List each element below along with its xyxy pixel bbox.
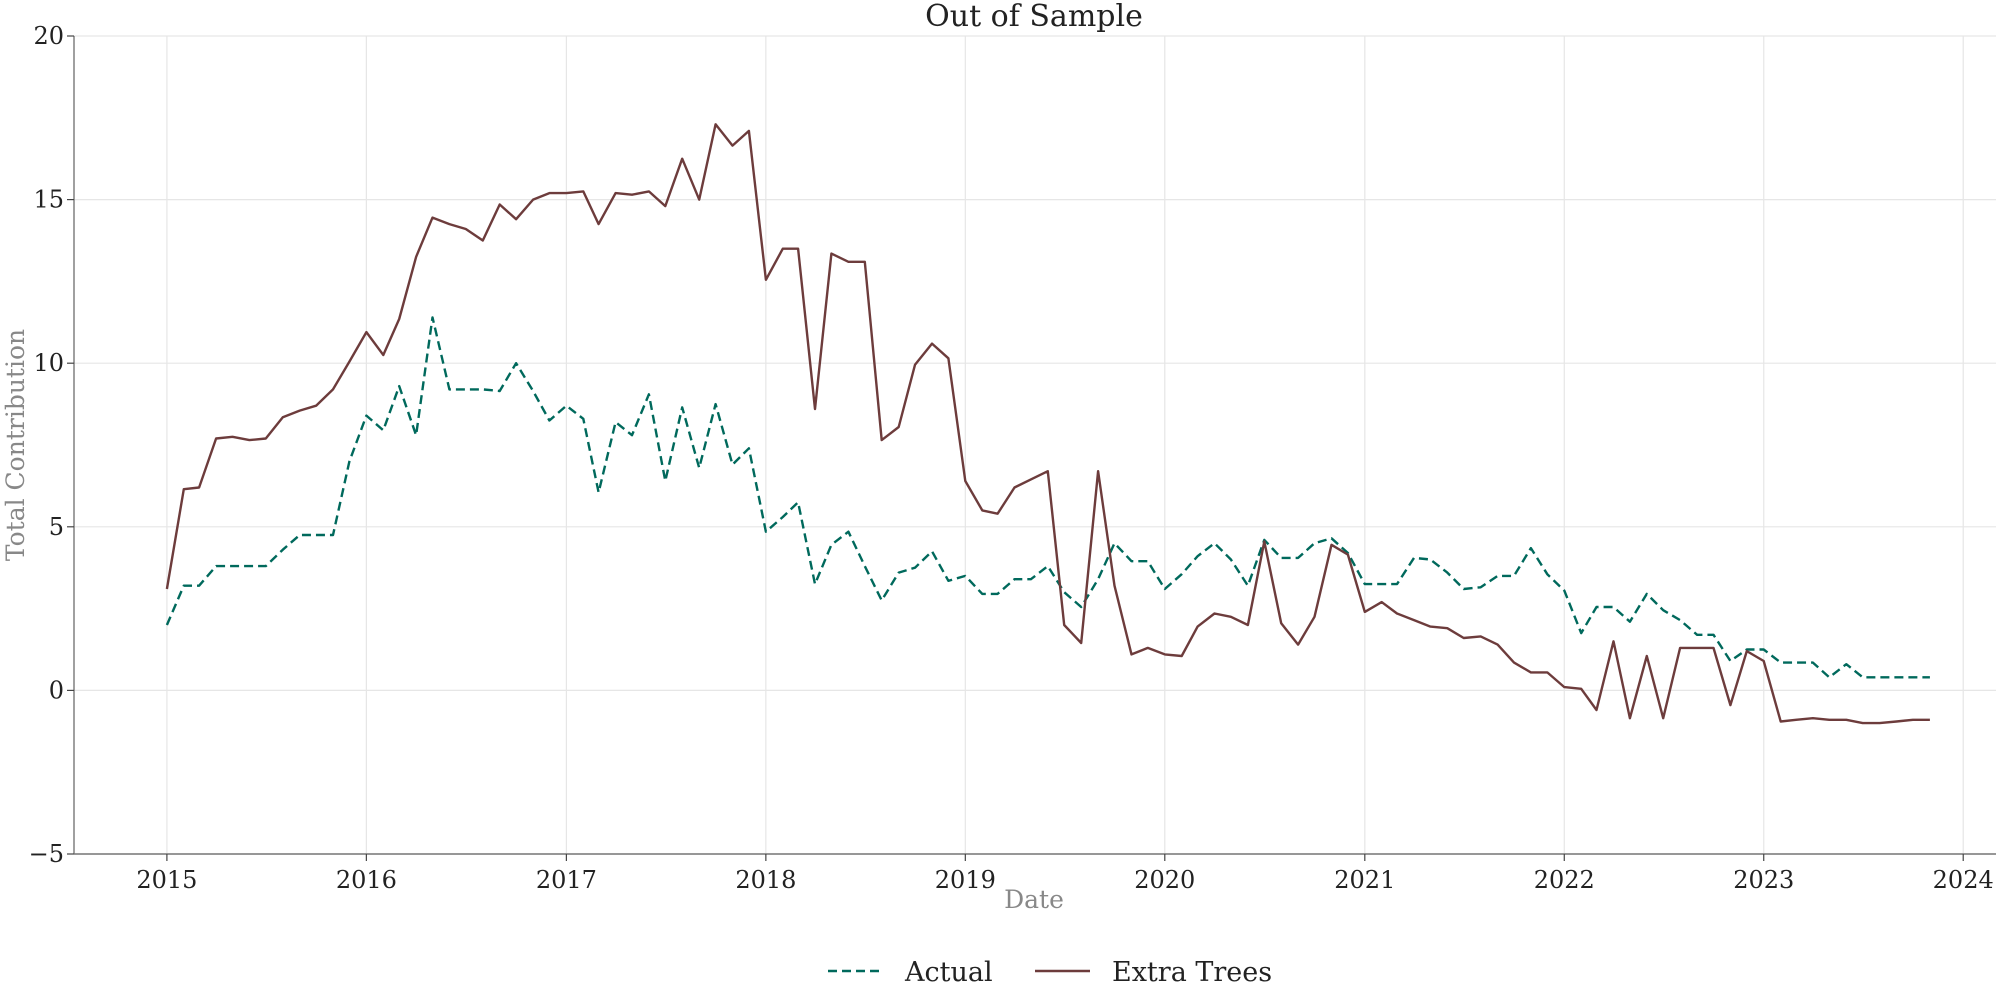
x-tick-label: 2021 xyxy=(1334,866,1395,894)
legend-label: Extra Trees xyxy=(1112,957,1272,988)
x-tick-label: 2019 xyxy=(935,866,996,894)
x-axis-label: Date xyxy=(1004,885,1064,914)
axes xyxy=(73,36,1996,855)
x-axis-ticks: 2015 2016 2017 2018 2019 2020 2021 2022 2023 2024 xyxy=(136,854,1994,894)
series-line-extra-trees xyxy=(165,123,1930,725)
x-tick-label: 2017 xyxy=(536,866,597,894)
x-tick-label: 2022 xyxy=(1534,866,1595,894)
x-tick-label: 2016 xyxy=(336,866,397,894)
y-tick-label: 20 xyxy=(33,22,64,50)
y-tick-label: 10 xyxy=(33,349,64,377)
x-tick-label: 2018 xyxy=(735,866,796,894)
x-tick-label: 2020 xyxy=(1134,866,1195,894)
y-axis-label: Total Contribution xyxy=(1,329,30,561)
x-tick-label: 2015 xyxy=(136,866,197,894)
chart-title: Out of Sample xyxy=(925,0,1143,34)
x-tick-label: 2024 xyxy=(1933,866,1994,894)
y-axis-ticks: −5 0 5 10 15 20 xyxy=(29,22,74,868)
y-tick-label: −5 xyxy=(29,840,64,868)
series-line-actual xyxy=(165,316,1930,679)
legend-label: Actual xyxy=(904,957,993,988)
x-tick-label: 2023 xyxy=(1733,866,1794,894)
y-tick-label: 0 xyxy=(49,676,64,704)
series-group xyxy=(165,123,1930,725)
y-tick-label: 5 xyxy=(49,513,64,541)
gridlines xyxy=(74,35,1996,855)
y-tick-label: 15 xyxy=(33,186,64,214)
legend: Actual Extra Trees xyxy=(828,957,1272,988)
